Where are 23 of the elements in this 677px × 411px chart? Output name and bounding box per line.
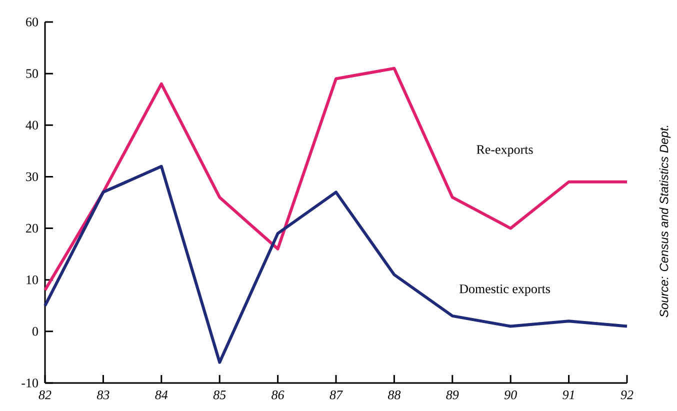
y-tick-label: 20	[26, 224, 38, 233]
source-note: Source: Census and Statistics Dept.	[659, 126, 671, 318]
y-tick-label: -10	[22, 378, 38, 388]
series-label: Domestic exports	[459, 284, 550, 296]
y-tick-label: 60	[26, 18, 38, 26]
y-tick-label: 0	[32, 327, 38, 336]
x-tick-label: 83	[96, 390, 110, 400]
line-series	[44, 164, 628, 364]
x-tick-label: 87	[330, 390, 343, 400]
x-tick-label: 90	[504, 390, 517, 400]
x-tick-label: 86	[272, 390, 284, 400]
y-tick-label: 10	[26, 275, 38, 284]
y-tick-label: 50	[26, 69, 38, 78]
y-tick-label: 40	[26, 120, 38, 130]
x-tick-label: 88	[388, 390, 401, 400]
x-tick-label: 92	[620, 390, 634, 400]
y-tick-label: 30	[26, 172, 38, 182]
x-tick-label: 91	[562, 390, 574, 400]
x-tick-label: 85	[213, 390, 226, 400]
x-tick-label: 84	[155, 390, 168, 400]
x-tick-label: 89	[446, 390, 459, 400]
text: Re-exports	[476, 145, 533, 157]
x-tick-label: 82	[38, 390, 52, 400]
